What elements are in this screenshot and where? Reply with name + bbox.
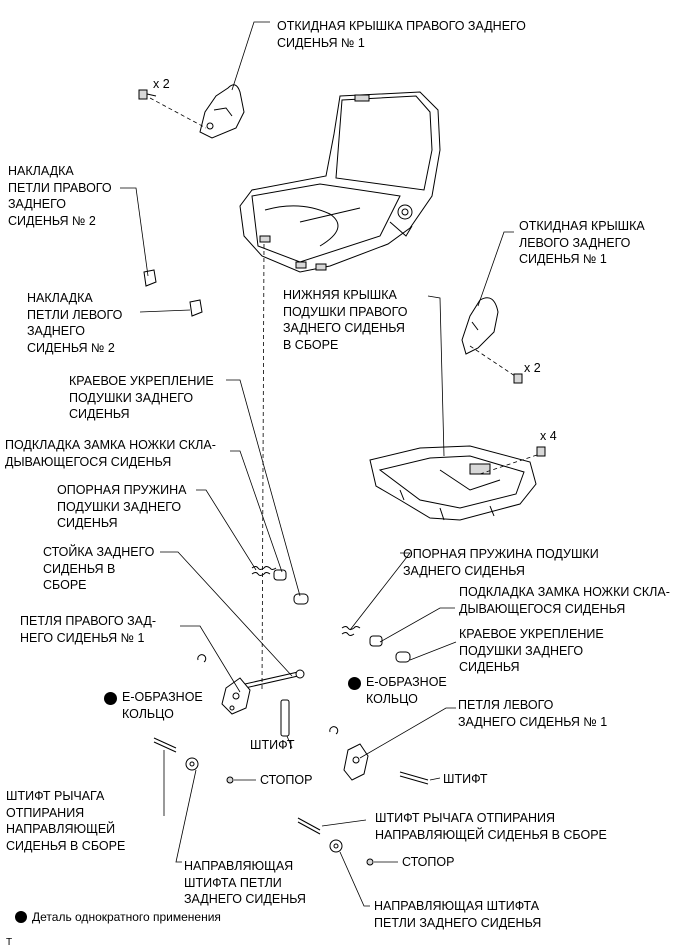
label-left-hinge: ПЕТЛЯ ЛЕВОГО ЗАДНЕГО СИДЕНЬЯ № 1 (458, 698, 608, 729)
label-left-hinge-cover: НАКЛАДКА ПЕТЛИ ЛЕВОГО ЗАДНЕГО СИДЕНЬЯ № … (27, 291, 123, 355)
label-guide-left: НАПРАВЛЯЮЩАЯ ШТИФТА ПЕТЛИ ЗАДНЕГО СИДЕНЬ… (184, 859, 306, 906)
label-e-ring-left: Е-ОБРАЗНОЕ КОЛЬЦО (122, 690, 203, 721)
label-release-pin-left: ШТИФТ РЫЧАГА ОТПИРАНИЯ НАПРАВЛЯЮЩЕЙ СИДЕ… (6, 789, 126, 853)
label-pin-right: ШТИФТ (443, 772, 488, 786)
rear-seat-assembly (239, 91, 441, 273)
cushion-edge-left-part (293, 593, 309, 605)
right-hinge-cover-part (143, 269, 157, 287)
support-spring-left-part (251, 566, 277, 576)
label-qty-lower-cover-bolts: x 4 (540, 429, 557, 443)
label-e-ring-right: Е-ОБРАЗНОЕ КОЛЬЦО (366, 675, 447, 706)
e-ring-right-part (329, 726, 339, 735)
label-cushion-edge-right: КРАЕВОЕ УКРЕПЛЕНИЕ ПОДУШКИ ЗАДНЕГО СИДЕН… (459, 627, 604, 674)
label-leg-lock-pad-left: ПОДКЛАДКА ЗАМКА НОЖКИ СКЛА- ДЫВАЮЩЕГОСЯ … (5, 438, 216, 469)
bolt-left-cover (513, 373, 523, 384)
left-hinge-part (343, 743, 369, 781)
label-left-cover: ОТКИДНАЯ КРЫШКА ЛЕВОГО ЗАДНЕГО СИДЕНЬЯ №… (519, 219, 645, 266)
label-right-cover: ОТКИДНАЯ КРЫШКА ПРАВОГО ЗАДНЕГО СИДЕНЬЯ … (277, 19, 526, 50)
lower-cushion-cover-part (369, 445, 537, 521)
left-hinge-cover-part (189, 299, 203, 317)
one-time-use-marker-e-ring-left (104, 692, 117, 705)
release-pin-left-part (153, 737, 177, 753)
bolt-lower-cover (536, 446, 546, 457)
stopper-left-part (226, 776, 234, 784)
legend-text: Деталь однократного применения (32, 910, 221, 924)
e-ring-left-part (197, 654, 207, 663)
label-leg-assembly: СТОЙКА ЗАДНЕГО СИДЕНЬЯ В СБОРЕ (43, 545, 155, 592)
cushion-edge-right-part (395, 651, 411, 663)
leg-lock-pad-left-part (273, 569, 287, 581)
label-stopper-right: СТОПОР (402, 855, 455, 869)
label-stopper-left: СТОПОР (260, 773, 313, 787)
label-leg-lock-pad-right: ПОДКЛАДКА ЗАМКА НОЖКИ СКЛА- ДЫВАЮЩЕГОСЯ … (459, 585, 670, 616)
label-support-spring-left: ОПОРНАЯ ПРУЖИНА ПОДУШКИ ЗАДНЕГО СИДЕНЬЯ (57, 483, 187, 530)
pin-right-part (399, 771, 429, 785)
guide-right-part (329, 839, 343, 853)
release-pin-right-part (297, 817, 321, 835)
label-qty-left-cover-bolts: x 2 (524, 361, 541, 375)
pin-left-part (280, 699, 290, 737)
label-pin-left: ШТИФТ (250, 738, 295, 752)
corner-mark: T (6, 937, 13, 948)
label-right-hinge-cover: НАКЛАДКА ПЕТЛИ ПРАВОГО ЗАДНЕГО СИДЕНЬЯ №… (8, 164, 112, 228)
label-support-spring-right: ОПОРНАЯ ПРУЖИНА ПОДУШКИ ЗАДНЕГО СИДЕНЬЯ (403, 547, 599, 578)
label-lower-cushion-cover: НИЖНЯЯ КРЫШКА ПОДУШКИ ПРАВОГО ЗАДНЕГО СИ… (283, 288, 408, 352)
label-cushion-edge-left: КРАЕВОЕ УКРЕПЛЕНИЕ ПОДУШКИ ЗАДНЕГО СИДЕН… (69, 374, 214, 421)
one-time-use-marker-e-ring-right (348, 677, 361, 690)
right-cover-part (199, 84, 245, 139)
leader-lines (120, 21, 514, 907)
legend-marker (15, 911, 27, 923)
label-guide-right: НАПРАВЛЯЮЩАЯ ШТИФТА ПЕТЛИ ЗАДНЕГО СИДЕНЬ… (374, 899, 542, 930)
support-spring-right-part (341, 626, 361, 636)
label-release-pin-right: ШТИФТ РЫЧАГА ОТПИРАНИЯ НАПРАВЛЯЮЩЕЙ СИДЕ… (375, 811, 607, 842)
right-hinge-part (221, 677, 251, 715)
left-cover-part (461, 297, 499, 355)
leg-lock-pad-right-part (369, 635, 383, 647)
label-right-hinge: ПЕТЛЯ ПРАВОГО ЗАД- НЕГО СИДЕНЬЯ № 1 (20, 614, 157, 645)
stopper-right-part (366, 858, 374, 866)
label-qty-right-cover-bolts: x 2 (153, 77, 170, 91)
bolt-right-cover (138, 89, 157, 100)
guide-left-part (185, 757, 199, 771)
